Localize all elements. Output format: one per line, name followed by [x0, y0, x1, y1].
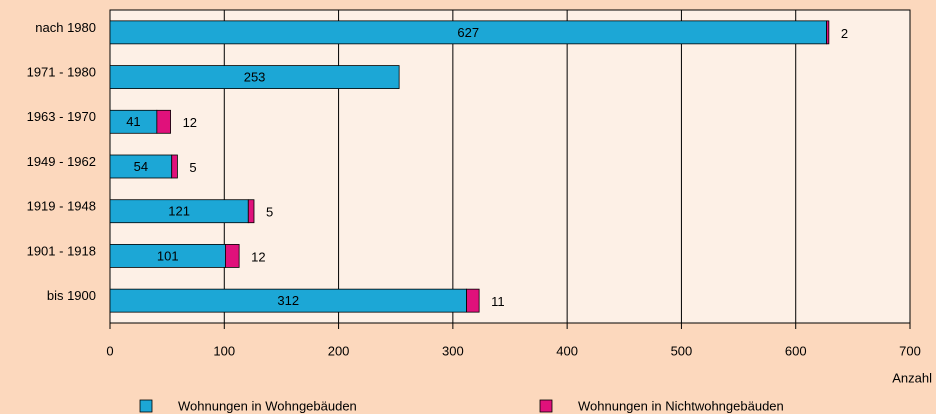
plot-area [109, 9, 911, 324]
x-tick-label: 400 [556, 343, 578, 358]
y-tick-label: nach 1980 [35, 20, 96, 35]
y-tick-label: 1949 - 1962 [27, 154, 96, 169]
value-label: 11 [491, 294, 505, 309]
bar [225, 244, 240, 268]
y-tick-label: bis 1900 [47, 288, 96, 303]
bar [171, 154, 178, 179]
bar [156, 109, 171, 134]
x-tick-label: 700 [899, 343, 921, 358]
bar [247, 199, 255, 224]
bar [826, 20, 830, 45]
value-label: 5 [266, 205, 273, 220]
bar [109, 65, 400, 89]
value-label: 12 [183, 115, 197, 130]
x-tick-label: 200 [328, 343, 350, 358]
y-tick-label: 1901 - 1918 [27, 243, 96, 258]
x-tick-label: 0 [106, 343, 113, 358]
value-label: 121 [168, 204, 190, 219]
value-label: 5 [189, 160, 196, 175]
bar [466, 288, 480, 313]
value-label: 312 [277, 293, 299, 308]
legend-swatch [539, 399, 553, 413]
value-label: 2 [841, 26, 848, 41]
value-label: 101 [157, 248, 179, 263]
y-tick-label: 1963 - 1970 [27, 109, 96, 124]
value-label: 54 [134, 159, 148, 174]
legend-swatch [139, 399, 153, 413]
x-tick-label: 500 [671, 343, 693, 358]
x-tick-label: 100 [213, 343, 235, 358]
value-label: 41 [126, 114, 140, 129]
legend-label: Wohnungen in Wohngebäuden [178, 398, 357, 413]
value-label: 12 [251, 249, 265, 264]
x-tick-label: 600 [785, 343, 807, 358]
y-tick-label: 1971 - 1980 [27, 65, 96, 80]
value-label: 627 [457, 25, 479, 40]
x-axis-label: Anzahl [892, 370, 932, 385]
x-tick-label: 300 [442, 343, 464, 358]
y-tick-label: 1919 - 1948 [27, 199, 96, 214]
value-label: 253 [244, 70, 266, 85]
legend-label: Wohnungen in Nichtwohngebäuden [578, 398, 784, 413]
